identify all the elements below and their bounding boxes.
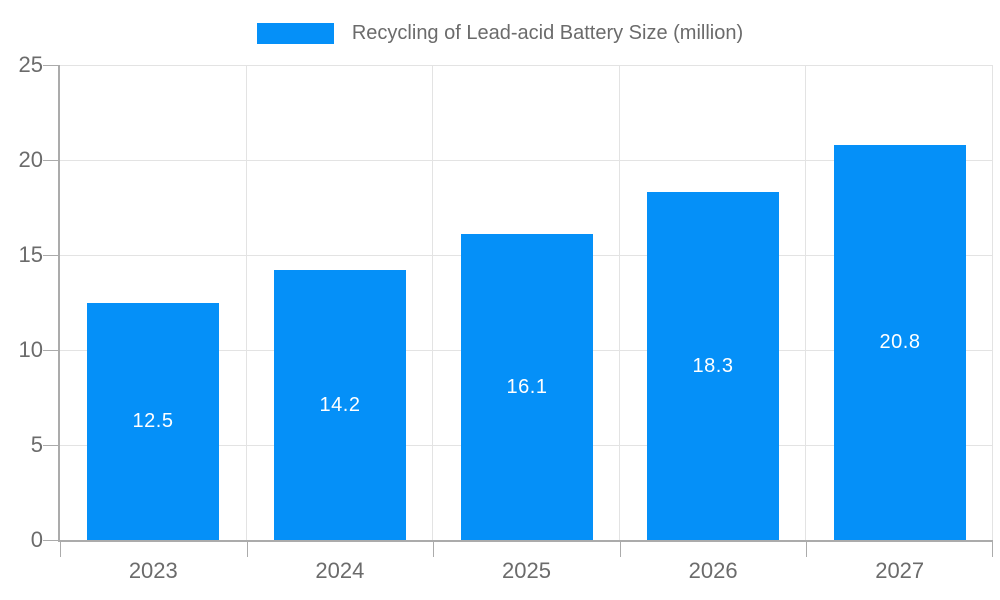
y-tick-label: 25 bbox=[18, 52, 43, 77]
y-tick bbox=[43, 65, 58, 66]
legend-swatch bbox=[256, 22, 334, 44]
x-gridline bbox=[805, 65, 806, 540]
y-tick-label: 15 bbox=[18, 242, 43, 267]
y-tick-label: 0 bbox=[30, 527, 43, 552]
x-tick-label: 2026 bbox=[688, 558, 738, 583]
bar-value-label: 14.2 bbox=[319, 393, 361, 416]
x-tick-label: 2024 bbox=[315, 558, 365, 583]
x-tick bbox=[806, 542, 807, 557]
y-axis-line bbox=[58, 65, 60, 540]
x-tick bbox=[992, 542, 993, 557]
bar-value-label: 18.3 bbox=[692, 354, 734, 377]
y-tick bbox=[43, 540, 58, 541]
x-tick-label: 2023 bbox=[128, 558, 178, 583]
x-gridline bbox=[246, 65, 247, 540]
y-tick-label: 5 bbox=[30, 432, 43, 457]
x-tick-label: 2027 bbox=[875, 558, 925, 583]
bar-value-label: 20.8 bbox=[879, 330, 921, 353]
x-tick bbox=[247, 542, 248, 557]
x-gridline bbox=[432, 65, 433, 540]
y-tick bbox=[43, 350, 58, 351]
bar[interactable]: 18.3 bbox=[647, 192, 779, 540]
bar-value-label: 16.1 bbox=[506, 375, 548, 398]
y-tick-label: 10 bbox=[18, 337, 43, 362]
bar[interactable]: 16.1 bbox=[461, 234, 593, 540]
bar[interactable]: 20.8 bbox=[834, 144, 966, 540]
x-axis-line bbox=[58, 540, 993, 542]
x-tick bbox=[620, 542, 621, 557]
plot-area: 0 5 10 15 20 25 2023 2024 2025 2026 2027 12.5 14.2 16… bbox=[19, 52, 993, 583]
x-gridline bbox=[992, 65, 993, 540]
x-tick bbox=[60, 542, 61, 557]
bar[interactable]: 12.5 bbox=[87, 302, 219, 540]
y-tick-label: 20 bbox=[18, 147, 43, 172]
y-tick bbox=[43, 445, 58, 446]
y-tick bbox=[43, 255, 58, 256]
bar-value-label: 12.5 bbox=[132, 409, 174, 432]
x-tick-label: 2025 bbox=[502, 558, 551, 583]
y-gridline bbox=[60, 65, 993, 66]
bar[interactable]: 14.2 bbox=[274, 270, 406, 540]
legend-label: Recycling of Lead-acid Battery Size (mil… bbox=[351, 22, 744, 44]
chart-legend[interactable]: Recycling of Lead-acid Battery Size (mil… bbox=[0, 20, 1000, 46]
x-gridline bbox=[619, 65, 620, 540]
x-tick bbox=[433, 542, 434, 557]
y-gridline bbox=[60, 160, 993, 161]
y-tick bbox=[43, 160, 58, 161]
